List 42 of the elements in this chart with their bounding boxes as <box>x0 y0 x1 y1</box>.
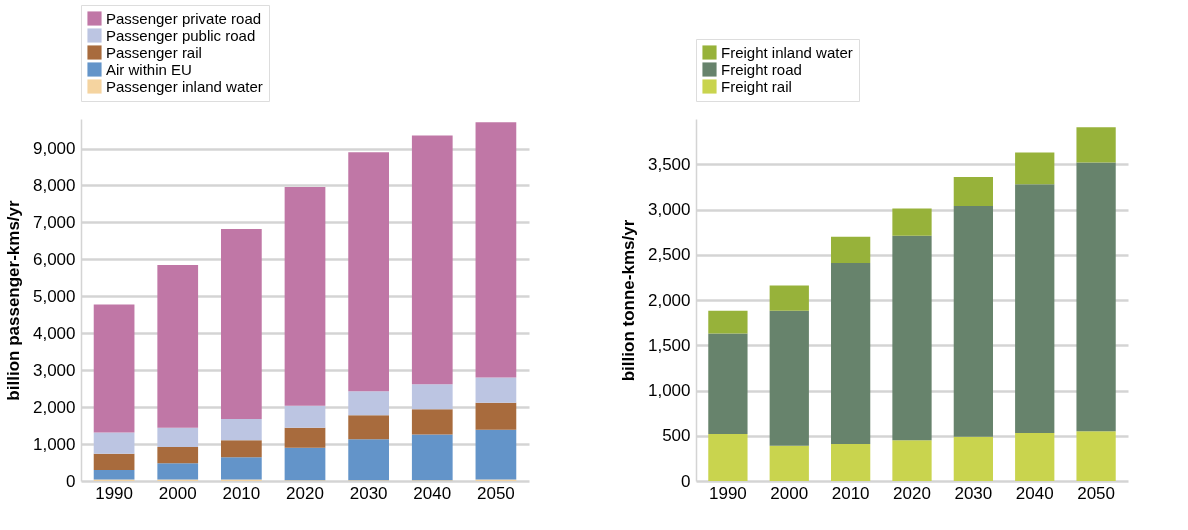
y-tick-label: 1,000 <box>32 434 76 454</box>
y-tick-label: 2,500 <box>647 245 691 265</box>
x-tick-label: 2050 <box>1077 483 1116 503</box>
y-tick-label: 2,000 <box>647 290 691 310</box>
x-tick-label: 1990 <box>95 483 133 503</box>
x-tick-label: 2040 <box>1015 483 1054 503</box>
legend-label: Passenger public road <box>106 26 256 44</box>
x-tick-label: 2020 <box>893 483 931 503</box>
legend-label: Passenger private road <box>106 9 262 27</box>
y-tick-label: 0 <box>681 471 691 491</box>
x-tick-label: 2030 <box>954 483 993 503</box>
y-tick-label: 5,000 <box>32 286 76 306</box>
legend-label: Passenger rail <box>106 43 202 61</box>
y-tick-label: 3,000 <box>647 200 691 219</box>
x-tick-label: 2010 <box>831 483 870 503</box>
y-tick-label: 9,000 <box>32 139 76 159</box>
y-tick-label: 1,500 <box>647 335 691 355</box>
y-axis-title: billion passenger-kms/yr <box>3 199 23 401</box>
x-tick-label: 2000 <box>158 483 197 503</box>
x-tick-label: 2010 <box>222 483 261 503</box>
legend-label: Air within EU <box>106 60 192 78</box>
x-tick-label: 2040 <box>413 483 452 503</box>
x-tick-label: 2000 <box>770 483 809 503</box>
y-tick-label: 1,000 <box>647 381 691 400</box>
x-tick-label: 2020 <box>286 483 324 503</box>
y-tick-label: 2,000 <box>32 397 76 417</box>
x-tick-label: 2050 <box>477 483 515 503</box>
y-axis-title: billion tonne-kms/yr <box>618 219 638 382</box>
legend-label: Freight rail <box>721 77 792 95</box>
legend-label: Freight inland water <box>721 43 853 61</box>
y-tick-label: 7,000 <box>32 212 76 232</box>
legend-label: Freight road <box>721 60 802 78</box>
x-tick-label: 2030 <box>349 483 388 503</box>
x-tick-label: 1990 <box>709 483 747 503</box>
y-tick-label: 8,000 <box>32 175 76 195</box>
y-tick-label: 4,000 <box>32 323 76 343</box>
legend-label: Passenger inland water <box>106 77 263 95</box>
y-tick-label: 3,500 <box>647 154 691 174</box>
y-tick-label: 500 <box>662 426 691 446</box>
y-tick-label: 3,000 <box>32 360 76 380</box>
y-tick-label: 6,000 <box>32 249 76 269</box>
y-tick-label: 0 <box>66 471 76 491</box>
